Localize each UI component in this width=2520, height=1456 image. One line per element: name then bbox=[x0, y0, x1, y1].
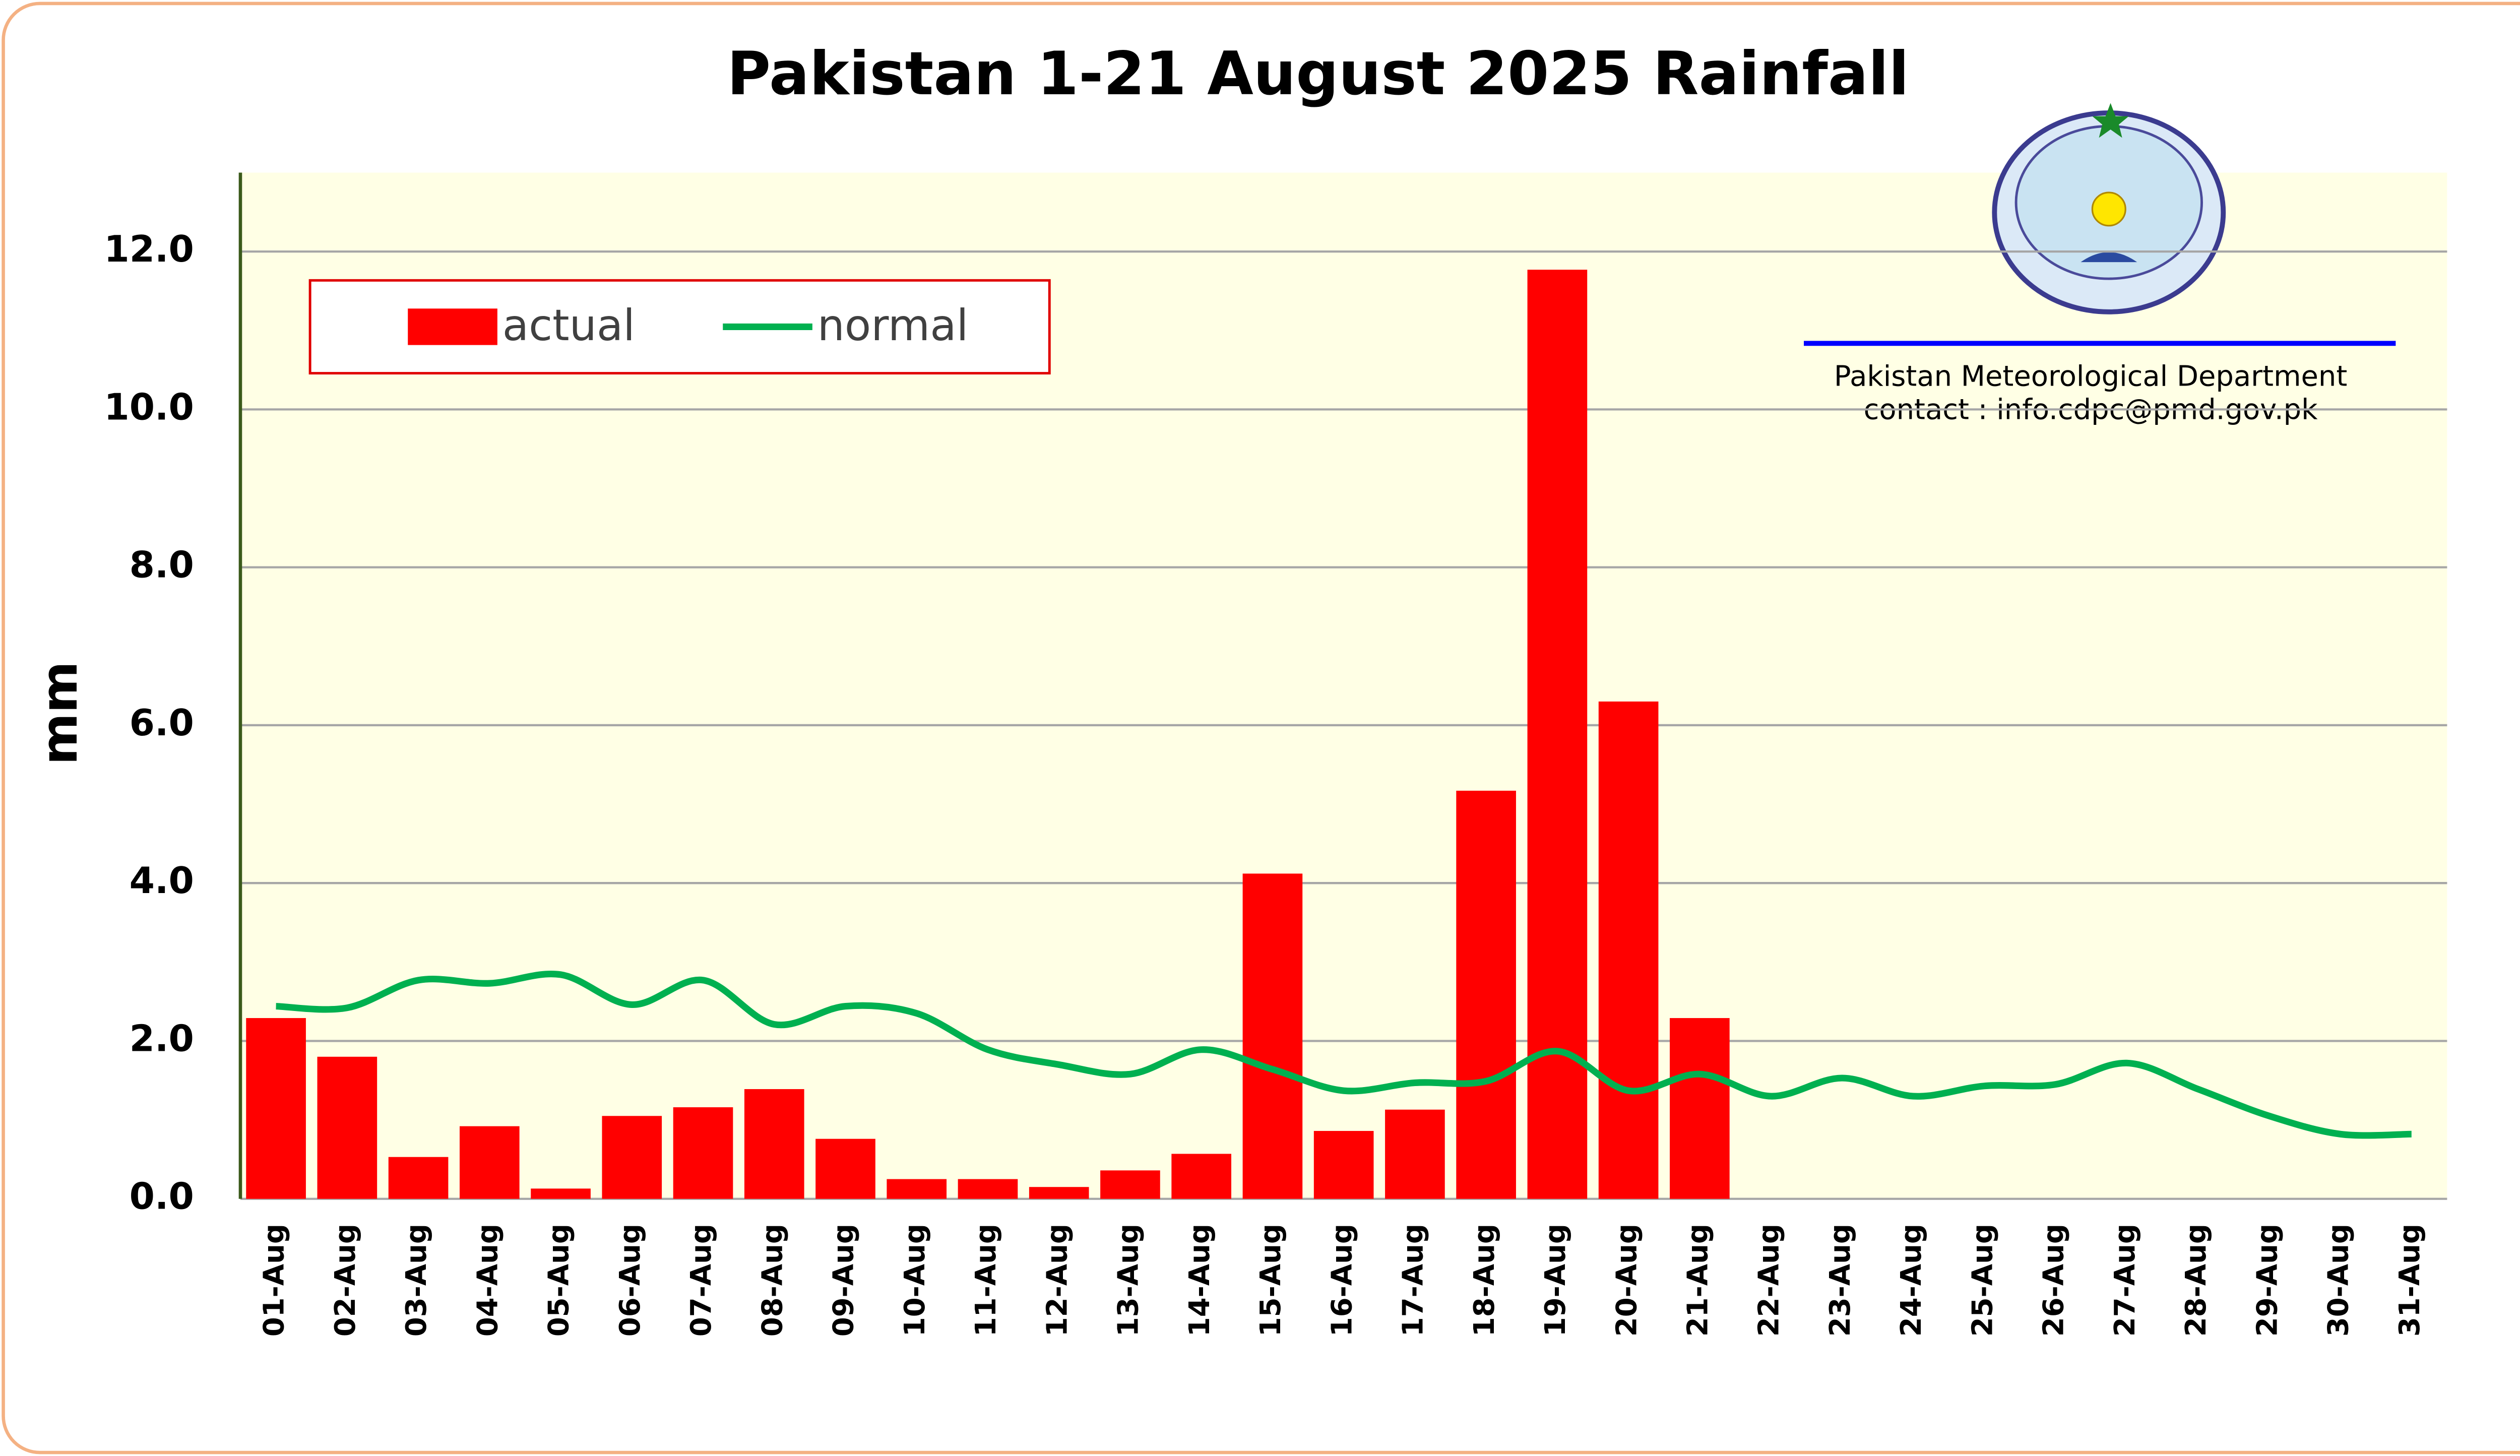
legend-swatch bbox=[408, 308, 497, 345]
legend-label: normal bbox=[817, 301, 969, 351]
bar bbox=[1456, 790, 1516, 1199]
x-tick-label: 10-Aug bbox=[899, 1224, 931, 1337]
x-tick-label: 16-Aug bbox=[1326, 1224, 1358, 1337]
bar bbox=[1527, 270, 1588, 1199]
bar bbox=[887, 1179, 947, 1199]
x-tick-label: 13-Aug bbox=[1112, 1224, 1145, 1337]
bar bbox=[317, 1056, 377, 1199]
x-tick-label: 12-Aug bbox=[1041, 1224, 1074, 1337]
y-tick-label: 8.0 bbox=[130, 544, 194, 587]
x-tick-label: 17-Aug bbox=[1397, 1224, 1430, 1337]
x-tick-label: 23-Aug bbox=[1824, 1224, 1857, 1337]
y-tick-label: 6.0 bbox=[130, 702, 194, 744]
chart-title: Pakistan 1-21 August 2025 Rainfall bbox=[727, 39, 1909, 108]
logo bbox=[1992, 103, 2226, 314]
x-tick-label: 11-Aug bbox=[970, 1224, 1002, 1337]
x-tick-label: 05-Aug bbox=[543, 1224, 576, 1337]
x-tick-label: 02-Aug bbox=[329, 1224, 362, 1337]
x-tick-label: 29-Aug bbox=[2251, 1224, 2284, 1337]
x-tick-label: 19-Aug bbox=[1539, 1224, 1572, 1337]
legend-label: actual bbox=[502, 301, 635, 351]
x-tick-label: 03-Aug bbox=[400, 1224, 433, 1337]
x-tick-label: 24-Aug bbox=[1895, 1224, 1928, 1337]
bar bbox=[1385, 1109, 1445, 1199]
x-tick-label: 18-Aug bbox=[1468, 1224, 1501, 1337]
bar bbox=[1598, 701, 1659, 1199]
x-tick-label: 31-Aug bbox=[2393, 1224, 2426, 1337]
bar bbox=[602, 1116, 662, 1199]
bar bbox=[744, 1089, 804, 1199]
annotation: Pakistan Meteorological Department bbox=[1834, 360, 2347, 393]
bar bbox=[459, 1126, 520, 1199]
bar bbox=[1670, 1018, 1730, 1199]
bar bbox=[1029, 1187, 1089, 1199]
bar bbox=[1100, 1170, 1160, 1199]
x-tick-label: 26-Aug bbox=[2038, 1224, 2070, 1337]
x-tick-label: 21-Aug bbox=[1681, 1224, 1714, 1337]
bar bbox=[673, 1107, 733, 1199]
x-tick-label: 20-Aug bbox=[1610, 1224, 1643, 1337]
x-tick-label: 06-Aug bbox=[614, 1224, 647, 1337]
x-tick-label: 09-Aug bbox=[828, 1224, 860, 1337]
bar bbox=[815, 1138, 875, 1199]
x-tick-label: 22-Aug bbox=[1753, 1224, 1786, 1337]
bar bbox=[388, 1157, 449, 1199]
x-tick-label: 04-Aug bbox=[471, 1224, 504, 1337]
line bbox=[276, 970, 2412, 1139]
x-tick-label: 08-Aug bbox=[756, 1224, 789, 1337]
bar bbox=[958, 1179, 1018, 1199]
y-tick-label: 0.0 bbox=[130, 1176, 194, 1218]
y-tick-label: 12.0 bbox=[104, 228, 194, 271]
x-tick-label: 07-Aug bbox=[685, 1224, 718, 1337]
x-tick-label: 28-Aug bbox=[2180, 1224, 2213, 1337]
y-tick-label: 10.0 bbox=[104, 386, 194, 428]
bar bbox=[246, 1018, 306, 1199]
x-tick-label: 14-Aug bbox=[1183, 1224, 1216, 1337]
y-axis-label: mm bbox=[31, 661, 89, 765]
y-tick-label: 4.0 bbox=[130, 860, 194, 902]
x-tick-label: 27-Aug bbox=[2109, 1224, 2141, 1337]
x-tick-label: 25-Aug bbox=[1966, 1224, 1999, 1337]
bar bbox=[1313, 1131, 1374, 1199]
x-tick-label: 30-Aug bbox=[2322, 1224, 2355, 1337]
bar bbox=[1242, 873, 1303, 1199]
x-tick-label: 15-Aug bbox=[1254, 1224, 1287, 1337]
bar bbox=[531, 1188, 591, 1199]
bar bbox=[1171, 1154, 1232, 1199]
y-tick-label: 2.0 bbox=[130, 1018, 194, 1060]
x-tick-label: 01-Aug bbox=[258, 1224, 291, 1337]
